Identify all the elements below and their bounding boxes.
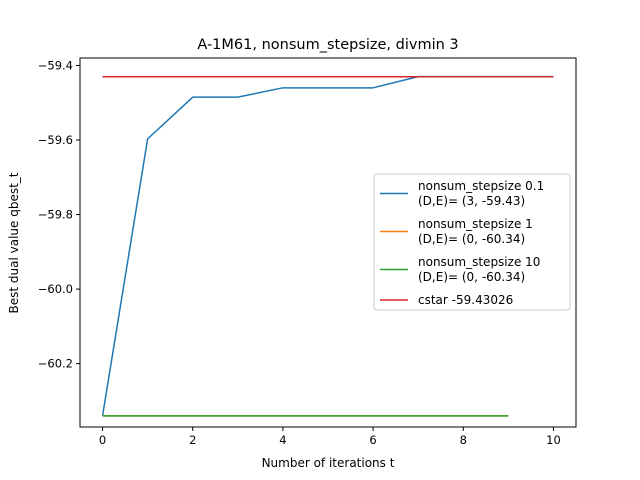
y-tick-label: −59.4 bbox=[38, 58, 73, 72]
x-tick-label: 8 bbox=[460, 433, 467, 447]
x-tick-label: 0 bbox=[99, 433, 106, 447]
legend-label-3: cstar -59.43026 bbox=[418, 293, 513, 307]
y-tick-label: −60.2 bbox=[38, 357, 73, 371]
x-tick-label: 6 bbox=[369, 433, 376, 447]
y-axis-label: Best dual value qbest_t bbox=[7, 172, 21, 313]
y-tick-label: −59.8 bbox=[38, 208, 73, 222]
legend: nonsum_stepsize 0.1(D,E)= (3, -59.43) non… bbox=[373, 173, 571, 311]
y-axis: −60.2 −60.0 −59.8 −59.6 −59.4 bbox=[38, 58, 80, 371]
y-tick-label: −59.6 bbox=[38, 133, 73, 147]
x-axis: 0 2 4 6 8 10 bbox=[99, 427, 561, 447]
axes-frame bbox=[79, 57, 577, 428]
legend-label-0: (D,E)= (3, -59.43) bbox=[418, 194, 525, 208]
x-tick-label: 2 bbox=[189, 433, 196, 447]
plot-area bbox=[101, 75, 554, 417]
x-tick-label: 4 bbox=[279, 433, 286, 447]
legend-label-2: nonsum_stepsize 10 bbox=[418, 255, 540, 269]
legend-label-1: (D,E)= (0, -60.34) bbox=[418, 232, 525, 246]
x-tick-label: 10 bbox=[546, 433, 561, 447]
legend-label-0: nonsum_stepsize 0.1 bbox=[418, 179, 544, 193]
chart-title: A-1M61, nonsum_stepsize, divmin 3 bbox=[197, 37, 458, 53]
legend-label-2: (D,E)= (0, -60.34) bbox=[418, 270, 525, 284]
x-axis-label: Number of iterations t bbox=[262, 456, 395, 470]
legend-box bbox=[373, 173, 571, 311]
y-tick-label: −60.0 bbox=[38, 282, 73, 296]
legend-label-1: nonsum_stepsize 1 bbox=[418, 217, 533, 231]
